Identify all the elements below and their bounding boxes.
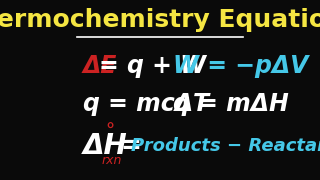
Text: rxn: rxn <box>102 154 122 167</box>
Text: q = mΔH: q = mΔH <box>172 92 288 116</box>
Text: Products − Reactants: Products − Reactants <box>131 137 320 155</box>
Text: ΔE: ΔE <box>83 54 117 78</box>
Text: ΔH: ΔH <box>83 132 127 160</box>
Text: = q + W: = q + W <box>99 54 206 78</box>
Text: q = mcΔT: q = mcΔT <box>83 92 209 116</box>
Text: Thermochemistry Equations: Thermochemistry Equations <box>0 8 320 32</box>
Text: =: = <box>120 134 141 158</box>
Text: °: ° <box>105 123 114 141</box>
Text: W = −pΔV: W = −pΔV <box>172 54 308 78</box>
